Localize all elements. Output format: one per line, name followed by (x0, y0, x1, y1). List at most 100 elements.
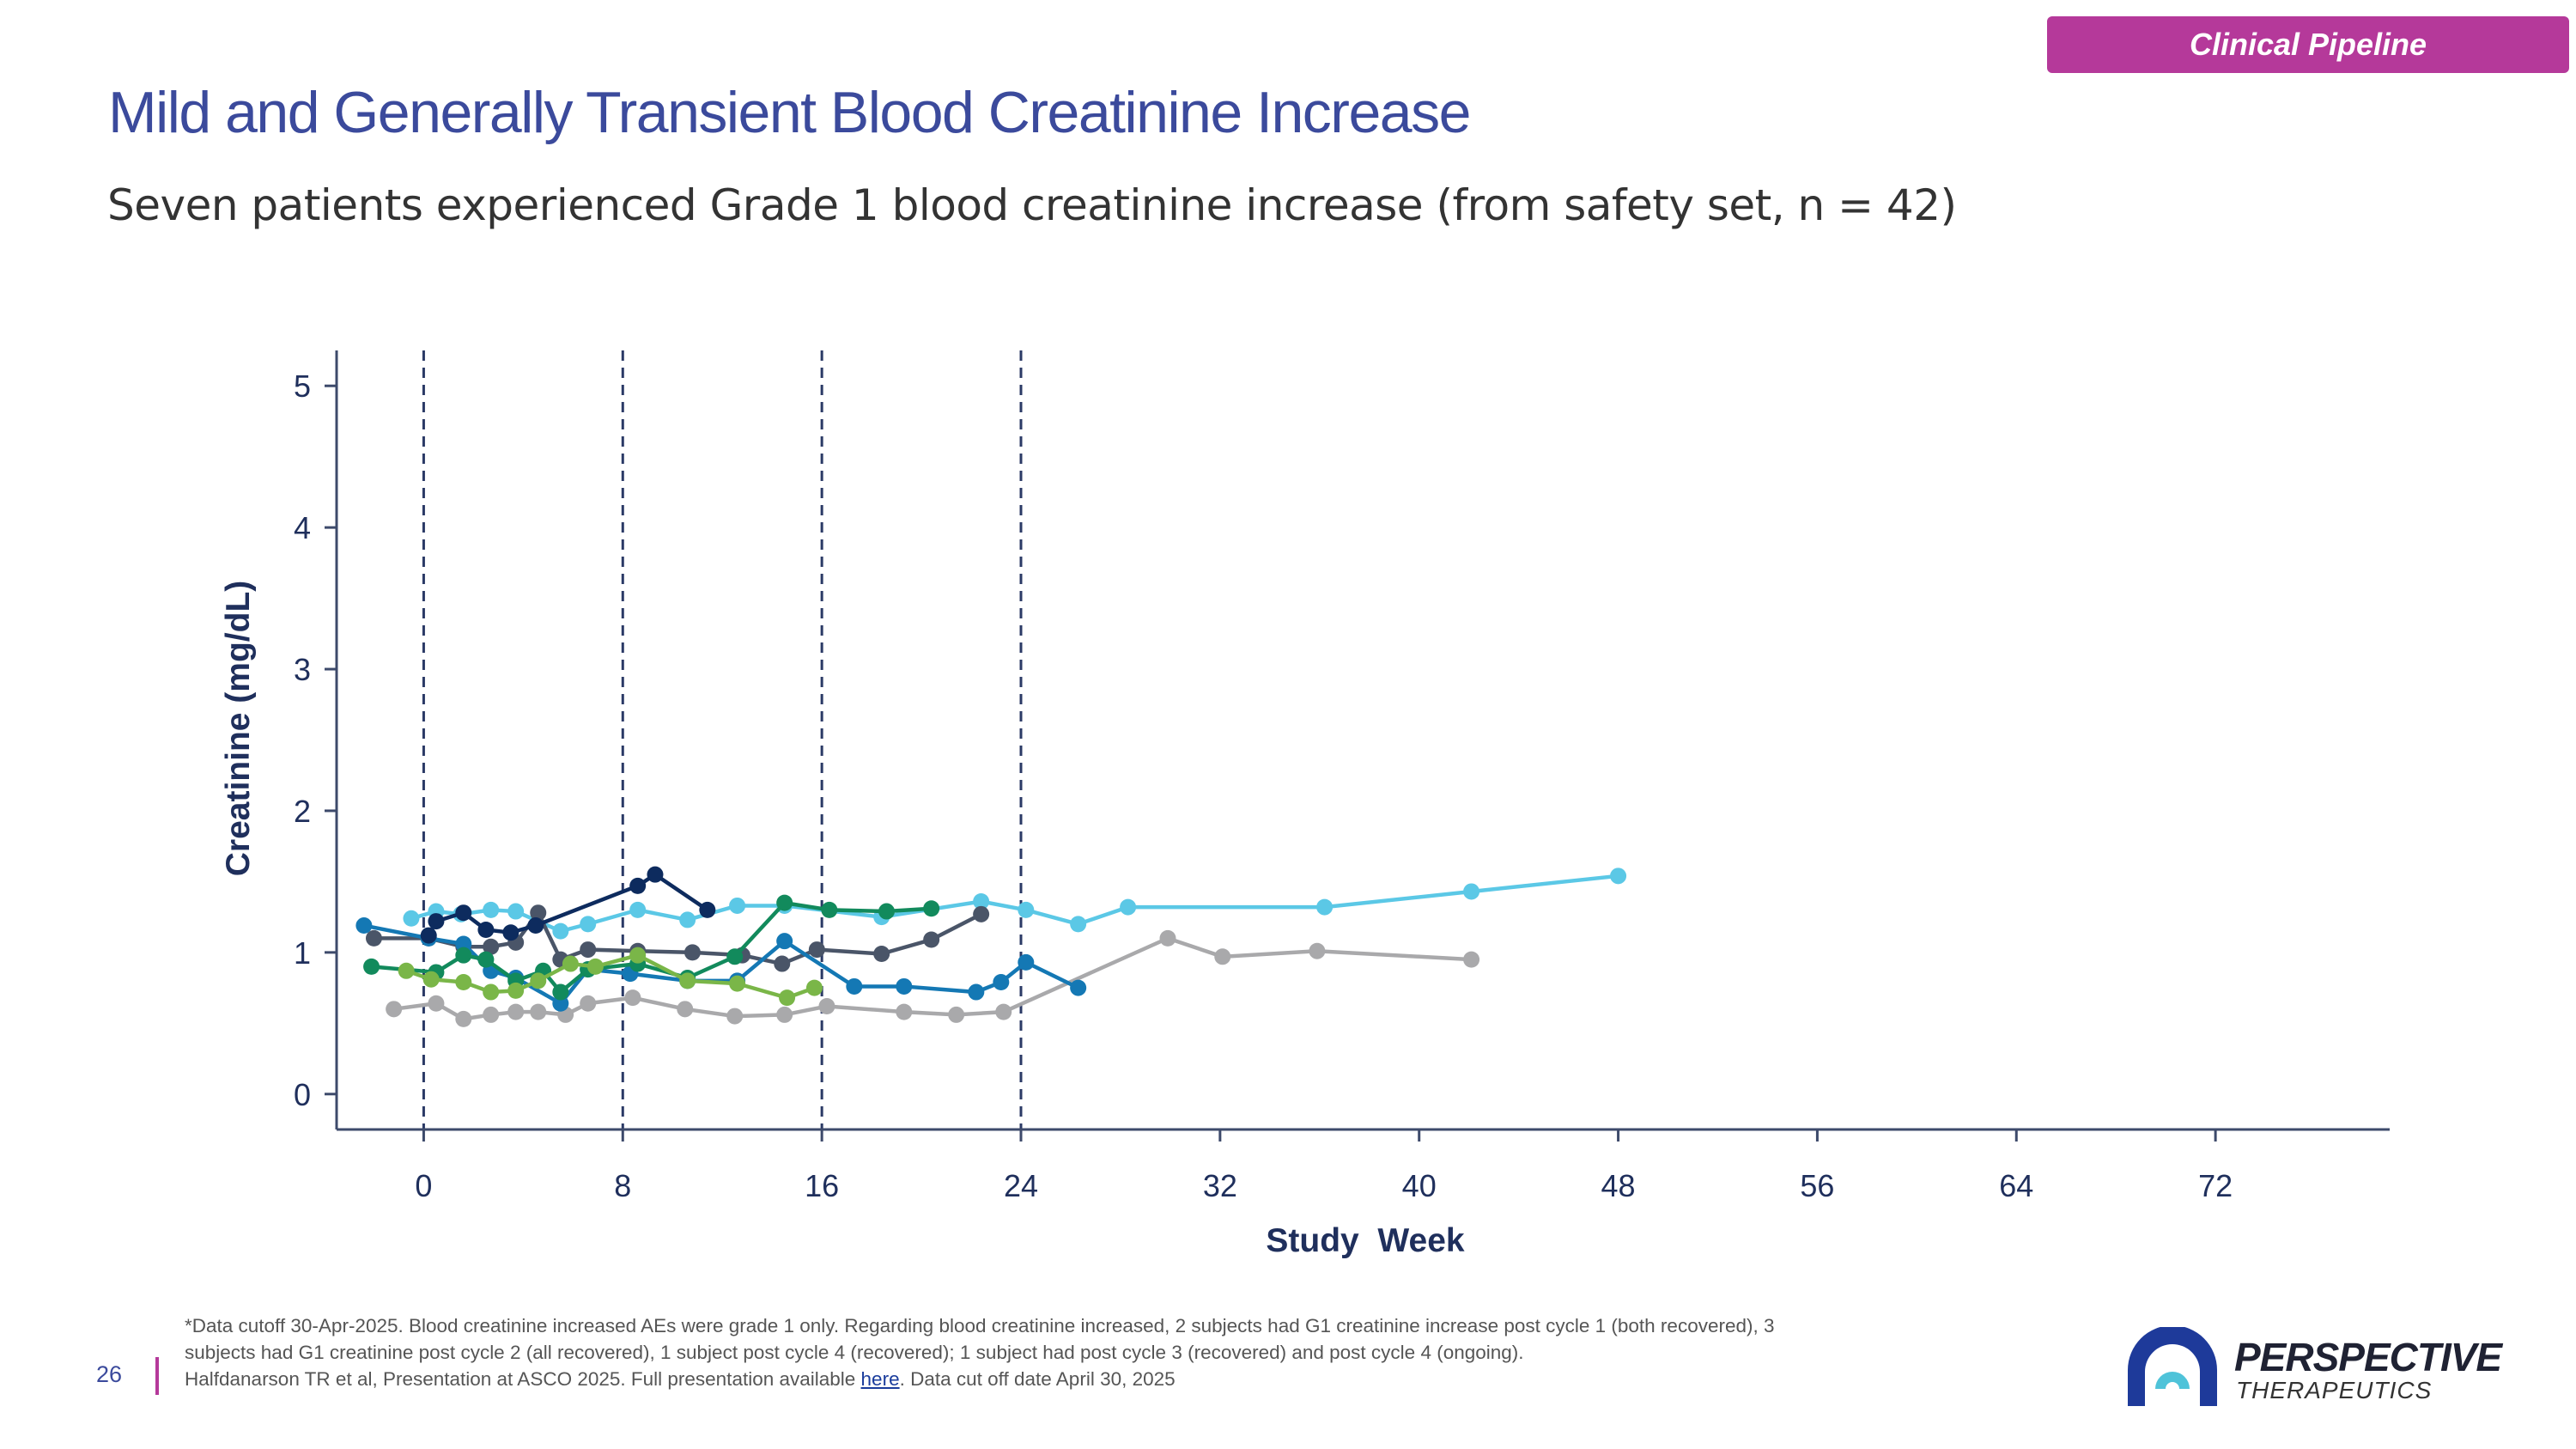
data-point (455, 904, 472, 922)
series-line (427, 872, 709, 937)
data-point (948, 1006, 965, 1023)
data-point (530, 904, 547, 922)
x-tick-label: 48 (1601, 1168, 1636, 1203)
patient-series-2 (386, 929, 1480, 1027)
data-point (428, 913, 445, 930)
y-tick-label: 4 (294, 510, 311, 545)
data-point (483, 983, 500, 1001)
data-point (776, 933, 793, 950)
data-point (1159, 929, 1176, 947)
data-point (477, 951, 495, 968)
data-point (422, 971, 440, 988)
data-point (679, 972, 696, 989)
data-point (808, 941, 825, 959)
data-point (896, 1003, 913, 1020)
data-point (398, 962, 415, 979)
data-point (1214, 948, 1231, 965)
patient-series-1 (403, 868, 1627, 940)
data-point (973, 892, 990, 910)
data-point (1610, 868, 1627, 885)
data-point (355, 917, 373, 935)
logo-subtitle: THERAPEUTICS (2236, 1377, 2433, 1403)
data-point (1463, 951, 1480, 968)
data-point (507, 1003, 525, 1020)
data-point (507, 903, 525, 920)
data-point (483, 938, 500, 955)
data-point (580, 995, 597, 1012)
data-point (699, 901, 716, 918)
data-point (774, 955, 791, 972)
reference-suffix: . Data cut off date April 30, 2025 (899, 1368, 1176, 1390)
data-point (1309, 942, 1326, 959)
data-point (779, 989, 796, 1007)
data-point (629, 901, 647, 918)
data-point (1120, 898, 1137, 916)
page-number: 26 (96, 1361, 123, 1387)
x-tick-label: 56 (1800, 1168, 1834, 1203)
data-point (580, 916, 597, 933)
page-subtitle: Seven patients experienced Grade 1 blood… (107, 180, 1957, 230)
data-point (1463, 883, 1480, 900)
data-point (677, 1001, 694, 1018)
data-point (729, 975, 746, 992)
x-tick-label: 40 (1402, 1168, 1437, 1203)
data-point (629, 947, 647, 964)
patient-series-6 (398, 947, 823, 1007)
data-point (530, 972, 547, 989)
data-point (552, 983, 569, 1001)
data-point (455, 947, 472, 964)
logo-arch-icon (2128, 1327, 2217, 1406)
data-point (403, 910, 420, 927)
data-point (428, 995, 445, 1012)
data-point (647, 866, 664, 883)
data-point (552, 922, 569, 940)
data-point (726, 1008, 744, 1025)
y-tick-label: 1 (294, 935, 311, 971)
patient-series-7 (420, 866, 716, 944)
data-point (455, 1010, 472, 1027)
page-title: Mild and Generally Transient Blood Creat… (108, 80, 1471, 145)
data-point (896, 977, 913, 995)
data-point (968, 983, 985, 1001)
data-point (502, 924, 519, 941)
data-point (1018, 901, 1035, 918)
data-point (993, 973, 1010, 990)
reference-line: Halfdanarson TR et al, Presentation at A… (185, 1366, 2074, 1392)
x-axis-label: Study Week (1266, 1222, 1464, 1259)
data-point (776, 1006, 793, 1023)
data-point (1316, 898, 1334, 916)
data-point (580, 941, 597, 959)
data-point (729, 897, 746, 914)
data-point (483, 901, 500, 918)
data-point (995, 1003, 1012, 1020)
footnote: *Data cutoff 30-Apr-2025. Blood creatini… (185, 1312, 2074, 1392)
presentation-link[interactable]: here (860, 1368, 900, 1390)
logo-wordmark: PERSPECTIVE (2234, 1335, 2502, 1379)
data-point (386, 1001, 403, 1018)
x-tick-label: 8 (614, 1168, 631, 1203)
data-point (629, 877, 647, 894)
data-point (776, 894, 793, 911)
y-tick-label: 2 (294, 794, 311, 829)
footer-divider (155, 1357, 159, 1395)
data-point (846, 977, 863, 995)
data-point (455, 973, 472, 990)
data-point (477, 921, 495, 938)
data-point (455, 935, 472, 953)
data-point (923, 931, 940, 948)
y-tick-label: 0 (294, 1077, 311, 1112)
data-point (923, 900, 940, 917)
x-tick-label: 0 (415, 1168, 432, 1203)
data-point (363, 958, 380, 975)
y-tick-label: 3 (294, 652, 311, 687)
data-point (507, 982, 525, 999)
data-point (873, 946, 890, 963)
x-tick-label: 16 (805, 1168, 839, 1203)
section-badge: Clinical Pipeline (2047, 16, 2569, 73)
x-tick-label: 24 (1004, 1168, 1038, 1203)
company-logo: PERSPECTIVE THERAPEUTICS (2121, 1327, 2524, 1409)
data-point (1070, 979, 1087, 996)
x-tick-label: 64 (1999, 1168, 2033, 1203)
data-point (878, 903, 895, 920)
